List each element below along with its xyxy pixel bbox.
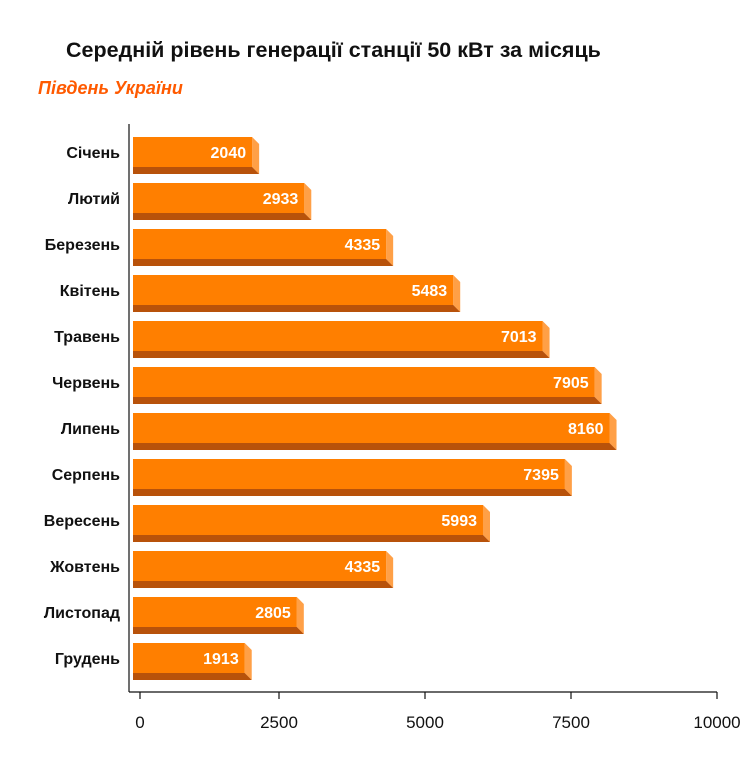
- bar: [133, 229, 387, 259]
- bar: [133, 413, 610, 443]
- x-tick-label: 0: [135, 713, 144, 732]
- bar-value-label: 2805: [255, 605, 291, 622]
- category-label: Лютий: [68, 191, 120, 208]
- bar: [133, 183, 305, 213]
- x-tick-label: 10000: [693, 713, 740, 732]
- category-label: Липень: [61, 421, 120, 438]
- bar: [133, 597, 297, 627]
- bar-bottom-face: [133, 443, 617, 450]
- bar-value-label: 2040: [211, 145, 247, 162]
- category-label: Вересень: [44, 513, 120, 530]
- bar-value-label: 7013: [501, 329, 537, 346]
- category-label: Серпень: [52, 467, 120, 484]
- bar-value-label: 7395: [523, 467, 559, 484]
- bar: [133, 643, 245, 673]
- bar-bottom-face: [133, 305, 461, 312]
- x-tick-label: 5000: [406, 713, 444, 732]
- x-tick-label: 7500: [552, 713, 590, 732]
- bar-side-face: [386, 229, 394, 266]
- bar-value-label: 5483: [412, 283, 448, 300]
- bar-side-face: [386, 551, 394, 588]
- category-label: Січень: [66, 145, 120, 162]
- bar-side-face: [542, 321, 550, 358]
- category-label: Червень: [52, 375, 120, 392]
- chart-subtitle: Південь України: [38, 78, 183, 98]
- bar-side-face: [482, 505, 490, 542]
- bar-bottom-face: [133, 397, 602, 404]
- bar-side-face: [594, 367, 602, 404]
- bar: [133, 459, 565, 489]
- bar-value-label: 7905: [553, 375, 589, 392]
- bar: [133, 137, 253, 167]
- bar-bottom-face: [133, 581, 394, 588]
- bar-value-label: 4335: [345, 559, 381, 576]
- bar: [133, 275, 454, 305]
- bar-value-label: 2933: [263, 191, 299, 208]
- bar-bottom-face: [133, 627, 304, 634]
- bar-side-face: [296, 597, 304, 634]
- category-label: Березень: [45, 237, 120, 254]
- bar-bottom-face: [133, 351, 550, 358]
- bar-side-face: [609, 413, 617, 450]
- bar-side-face: [244, 643, 252, 680]
- bar-bottom-face: [133, 673, 252, 680]
- bar-value-label: 5993: [441, 513, 477, 530]
- category-label: Травень: [54, 329, 120, 346]
- bar-value-label: 4335: [345, 237, 381, 254]
- x-tick-label: 2500: [260, 713, 298, 732]
- bar: [133, 367, 595, 397]
- bar-side-face: [252, 137, 260, 174]
- bar-value-label: 8160: [568, 421, 604, 438]
- bar-bottom-face: [133, 259, 394, 266]
- bar-side-face: [453, 275, 461, 312]
- category-label: Листопад: [44, 605, 120, 622]
- bar-side-face: [564, 459, 572, 496]
- bar-bottom-face: [133, 213, 312, 220]
- bar-bottom-face: [133, 167, 260, 174]
- category-label: Квітень: [60, 283, 120, 300]
- bar-bottom-face: [133, 535, 490, 542]
- bar-bottom-face: [133, 489, 572, 496]
- bar: [133, 551, 387, 581]
- category-label: Грудень: [55, 651, 120, 668]
- bar: [133, 321, 543, 351]
- bar-value-label: 1913: [203, 651, 239, 668]
- category-label: Жовтень: [49, 559, 120, 576]
- bar: [133, 505, 483, 535]
- chart-title: Середній рівень генерації станції 50 кВт…: [66, 38, 601, 62]
- bar-side-face: [304, 183, 312, 220]
